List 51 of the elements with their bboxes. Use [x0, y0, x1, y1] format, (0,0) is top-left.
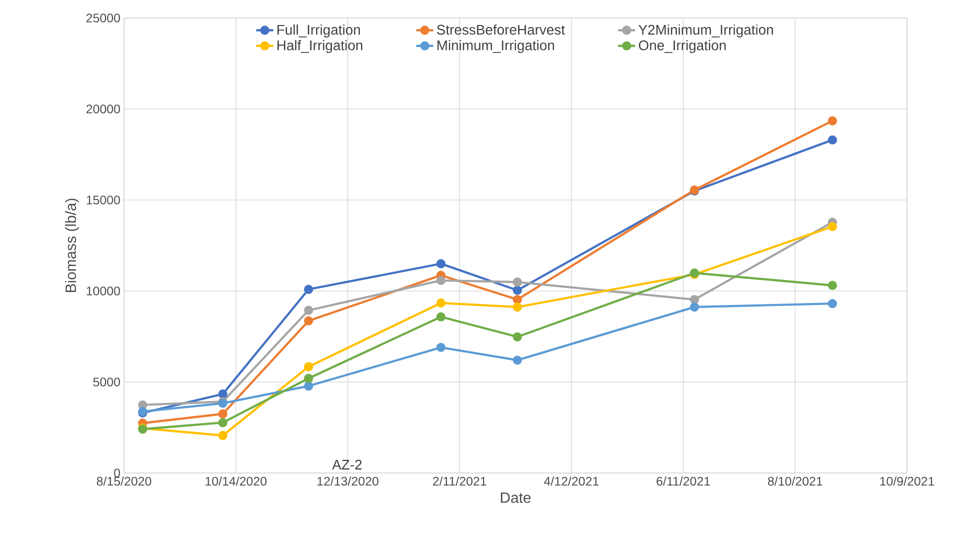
point — [304, 306, 314, 315]
y-tick-label: 25000 — [86, 14, 120, 22]
point — [690, 294, 700, 304]
point — [436, 259, 446, 268]
point — [512, 286, 522, 295]
point — [304, 316, 314, 326]
point — [828, 298, 838, 308]
x-tick-label: 8/15/2020 — [96, 476, 152, 486]
point — [512, 294, 522, 304]
point — [304, 284, 314, 294]
legend-label: One_Irrigation — [638, 40, 726, 54]
y-axis-title: Biomass (lb/a) — [65, 198, 80, 292]
point — [304, 381, 314, 391]
point — [512, 302, 522, 312]
y-tick-label: 10000 — [86, 286, 120, 296]
point — [218, 389, 228, 399]
x-tick-label: 8/10/2021 — [768, 476, 822, 486]
x-axis-title: Date — [500, 492, 531, 503]
point — [828, 116, 838, 126]
point — [828, 222, 838, 232]
point — [828, 280, 838, 290]
y-tick-label: 20000 — [86, 104, 120, 114]
legend-label: StressBeforeHarvest — [436, 24, 565, 35]
x-tick-label: 4/12/2021 — [544, 476, 599, 486]
legend-label: Half_Irrigation — [277, 40, 362, 54]
point — [304, 362, 314, 372]
x-tick-label: 2/11/2021 — [432, 476, 486, 486]
point — [512, 278, 522, 287]
point — [512, 356, 522, 365]
point — [828, 135, 838, 145]
annotation: AZ-2 — [332, 460, 362, 470]
x-tick-label: 10/14/2020 — [206, 476, 267, 486]
point — [218, 430, 228, 440]
point — [436, 342, 446, 352]
y-tick-label: 0 — [114, 468, 120, 478]
legend-label: Y2Minimum_Irrigation — [638, 24, 773, 38]
point — [436, 298, 446, 308]
point — [512, 332, 522, 342]
legend-label: Minimum_Irrigation — [437, 40, 554, 54]
legend-label: Full_Irrigation — [277, 24, 360, 38]
x-tick-label: 10/9/2021 — [880, 476, 934, 486]
point — [304, 374, 314, 383]
point — [436, 312, 446, 322]
y-tick-label: 5000 — [93, 378, 120, 386]
y-tick-label: 15000 — [86, 196, 120, 204]
point — [436, 276, 446, 286]
point — [690, 302, 700, 312]
x-tick-label: 12/13/2020 — [318, 476, 378, 486]
point — [218, 418, 228, 428]
point — [218, 409, 228, 418]
x-tick-label: 6/11/2021 — [656, 476, 710, 486]
